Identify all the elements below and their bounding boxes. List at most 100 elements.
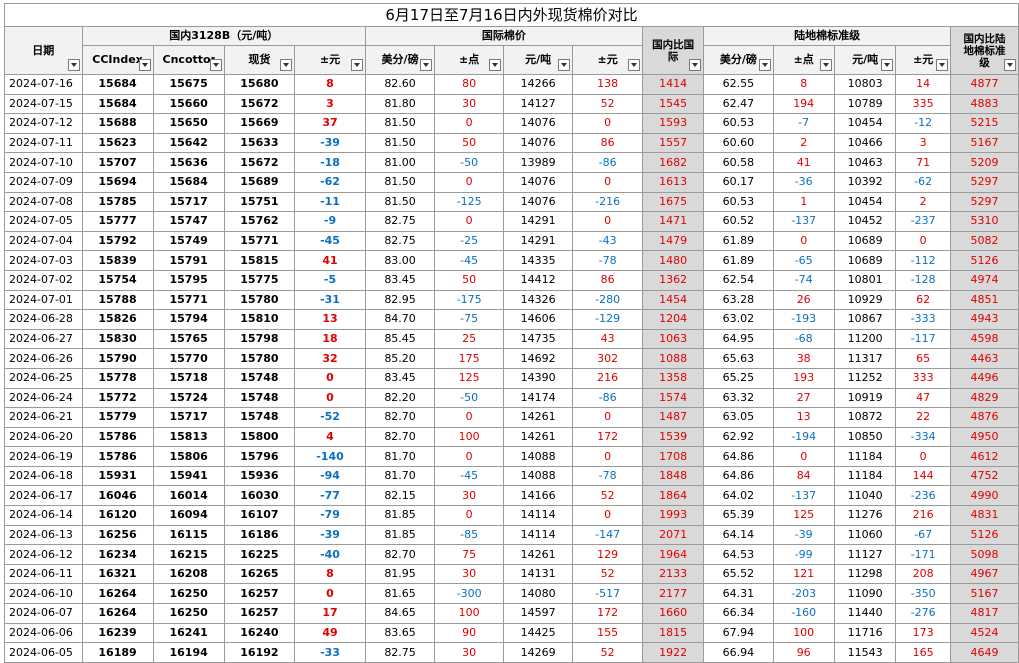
cell-yuan-ton[interactable]: 14114 xyxy=(502,505,574,526)
cell-chg-yuan[interactable]: 0 xyxy=(572,446,643,467)
cell-inland-chg-yuan[interactable]: -350 xyxy=(895,583,951,605)
cell-intl-compare[interactable]: 2177 xyxy=(641,583,705,605)
cell-usd-cents[interactable]: 83.00 xyxy=(364,250,436,271)
cell-intl-compare[interactable]: 1708 xyxy=(641,446,705,467)
cell-inland-chg-yuan[interactable]: 144 xyxy=(895,465,951,487)
cell-yuan-ton[interactable]: 14131 xyxy=(502,563,574,585)
cell-cncotton[interactable]: 15806 xyxy=(152,446,225,467)
cell-ccindex[interactable]: 15772 xyxy=(81,387,154,409)
cell-inland-compare[interactable]: 5167 xyxy=(949,583,1019,605)
cell-cncotton[interactable]: 16250 xyxy=(152,603,225,624)
cell-usd-cents[interactable]: 81.85 xyxy=(364,524,436,546)
cell-inland-usd[interactable]: 65.63 xyxy=(703,348,774,369)
cell-inland-yuan[interactable]: 11317 xyxy=(833,348,897,369)
cell-usd-cents[interactable]: 83.45 xyxy=(364,367,436,389)
cell-yuan-ton[interactable]: 14390 xyxy=(502,367,574,389)
cell-date[interactable]: 2024-07-03 xyxy=(4,250,83,271)
cell-inland-chg-yuan[interactable]: -67 xyxy=(895,524,951,546)
cell-inland-chg-pts[interactable]: 193 xyxy=(772,367,835,389)
cell-inland-usd[interactable]: 62.47 xyxy=(703,93,774,115)
cell-inland-chg-pts[interactable]: -137 xyxy=(772,211,835,232)
cell-cncotton[interactable]: 15675 xyxy=(152,74,225,95)
cell-chg-yuan[interactable]: -78 xyxy=(572,465,643,487)
cell-yuan-ton[interactable]: 14261 xyxy=(502,426,574,448)
cell-date[interactable]: 2024-06-25 xyxy=(4,367,83,389)
cell-yuan-ton[interactable]: 14692 xyxy=(502,348,574,369)
cell-intl-compare[interactable]: 1660 xyxy=(641,603,705,624)
cell-inland-usd[interactable]: 62.55 xyxy=(703,74,774,95)
cell-ccindex[interactable]: 15684 xyxy=(81,93,154,115)
cell-chg[interactable]: -40 xyxy=(294,544,366,565)
cell-inland-chg-pts[interactable]: 100 xyxy=(772,622,835,644)
cell-date[interactable]: 2024-06-19 xyxy=(4,446,83,467)
cell-chg-yuan[interactable]: 86 xyxy=(572,132,643,154)
header-chg-yuan[interactable]: ±元 xyxy=(572,45,643,75)
cell-spot[interactable]: 16257 xyxy=(223,583,296,605)
cell-chg-pts[interactable]: 125 xyxy=(434,367,504,389)
cell-chg-pts[interactable]: 175 xyxy=(434,348,504,369)
cell-ccindex[interactable]: 15786 xyxy=(81,426,154,448)
cell-yuan-ton[interactable]: 14174 xyxy=(502,387,574,409)
cell-spot[interactable]: 16257 xyxy=(223,603,296,624)
cell-inland-usd[interactable]: 60.58 xyxy=(703,152,774,173)
cell-chg-pts[interactable]: -50 xyxy=(434,152,504,173)
cell-usd-cents[interactable]: 82.75 xyxy=(364,230,436,252)
cell-chg-pts[interactable]: -45 xyxy=(434,250,504,271)
cell-spot[interactable]: 15748 xyxy=(223,407,296,428)
cell-inland-chg-yuan[interactable]: 216 xyxy=(895,505,951,526)
cell-inland-usd[interactable]: 64.02 xyxy=(703,485,774,507)
cell-date[interactable]: 2024-07-02 xyxy=(4,269,83,291)
cell-spot[interactable]: 15780 xyxy=(223,289,296,311)
cell-cncotton[interactable]: 15684 xyxy=(152,171,225,193)
cell-inland-yuan[interactable]: 10872 xyxy=(833,407,897,428)
header-date[interactable]: 日期 xyxy=(4,26,83,75)
cell-inland-compare[interactable]: 5082 xyxy=(949,230,1019,252)
cell-cncotton[interactable]: 16115 xyxy=(152,524,225,546)
cell-date[interactable]: 2024-07-05 xyxy=(4,211,83,232)
cell-inland-usd[interactable]: 64.14 xyxy=(703,524,774,546)
cell-cncotton[interactable]: 15770 xyxy=(152,348,225,369)
cell-intl-compare[interactable]: 1574 xyxy=(641,387,705,409)
cell-chg-pts[interactable]: 0 xyxy=(434,407,504,428)
cell-inland-compare[interactable]: 5297 xyxy=(949,171,1019,193)
cell-yuan-ton[interactable]: 14166 xyxy=(502,485,574,507)
cell-cncotton[interactable]: 15813 xyxy=(152,426,225,448)
cell-date[interactable]: 2024-06-20 xyxy=(4,426,83,448)
cell-date[interactable]: 2024-07-16 xyxy=(4,74,83,95)
cell-ccindex[interactable]: 16239 xyxy=(81,622,154,644)
cell-date[interactable]: 2024-07-01 xyxy=(4,289,83,311)
header-chg-pts[interactable]: ±点 xyxy=(434,45,504,75)
cell-chg-pts[interactable]: -125 xyxy=(434,191,504,213)
cell-spot[interactable]: 15796 xyxy=(223,446,296,467)
cell-ccindex[interactable]: 15826 xyxy=(81,309,154,330)
cell-inland-compare[interactable]: 4598 xyxy=(949,328,1019,350)
cell-spot[interactable]: 15669 xyxy=(223,113,296,134)
cell-intl-compare[interactable]: 1815 xyxy=(641,622,705,644)
cell-inland-compare[interactable]: 4883 xyxy=(949,93,1019,115)
cell-intl-compare[interactable]: 1593 xyxy=(641,113,705,134)
filter-dropdown-icon[interactable] xyxy=(138,59,151,71)
cell-inland-usd[interactable]: 63.32 xyxy=(703,387,774,409)
cell-inland-yuan[interactable]: 11716 xyxy=(833,622,897,644)
filter-dropdown-icon[interactable] xyxy=(627,59,640,71)
filter-dropdown-icon[interactable] xyxy=(558,59,571,71)
header-chg[interactable]: ±元 xyxy=(294,45,366,75)
cell-inland-chg-yuan[interactable]: 65 xyxy=(895,348,951,369)
cell-chg[interactable]: 13 xyxy=(294,309,366,330)
cell-yuan-ton[interactable]: 13989 xyxy=(502,152,574,173)
header-intl-compare[interactable]: 国内比国际 xyxy=(641,26,705,75)
cell-yuan-ton[interactable]: 14076 xyxy=(502,171,574,193)
cell-inland-chg-yuan[interactable]: -236 xyxy=(895,485,951,507)
cell-chg[interactable]: -94 xyxy=(294,465,366,487)
cell-ccindex[interactable]: 15786 xyxy=(81,446,154,467)
cell-inland-chg-pts[interactable]: -74 xyxy=(772,269,835,291)
cell-ccindex[interactable]: 15785 xyxy=(81,191,154,213)
cell-usd-cents[interactable]: 85.45 xyxy=(364,328,436,350)
filter-dropdown-icon[interactable] xyxy=(350,59,363,71)
cell-chg-pts[interactable]: 0 xyxy=(434,505,504,526)
cell-chg[interactable]: 32 xyxy=(294,348,366,369)
cell-chg-yuan[interactable]: 172 xyxy=(572,426,643,448)
cell-chg-yuan[interactable]: 0 xyxy=(572,113,643,134)
cell-inland-usd[interactable]: 60.53 xyxy=(703,191,774,213)
cell-chg-pts[interactable]: 0 xyxy=(434,446,504,467)
